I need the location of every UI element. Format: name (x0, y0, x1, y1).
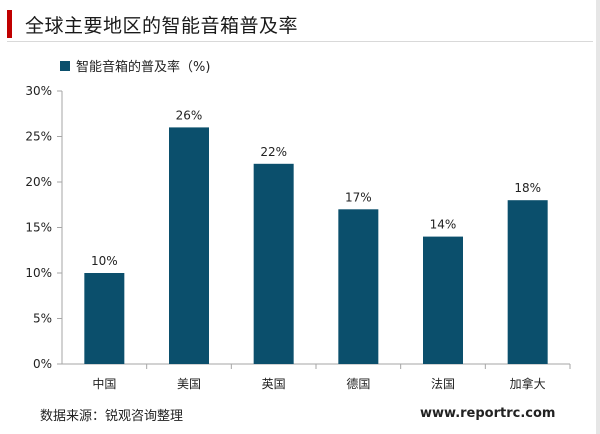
bar (338, 209, 379, 364)
data-label: 10% (91, 254, 118, 268)
legend: 智能音箱的普及率（%) (60, 56, 210, 75)
y-tick-label: 0% (33, 357, 52, 371)
x-tick-label: 法国 (431, 377, 455, 391)
y-tick-label: 5% (33, 312, 52, 326)
source-note: 数据来源：锐观咨询整理 (40, 409, 184, 424)
x-tick-label: 美国 (177, 377, 201, 391)
data-label: 17% (345, 190, 372, 204)
data-label: 18% (514, 181, 541, 195)
legend-swatch (60, 60, 70, 71)
x-tick-label: 加拿大 (510, 376, 546, 391)
bar (253, 163, 294, 364)
title-divider (7, 41, 593, 42)
data-label: 26% (176, 108, 203, 122)
bar (169, 127, 209, 365)
bar (84, 273, 125, 364)
chart-title: 全球主要地区的智能音箱普及率 (25, 15, 299, 37)
title-accent-bar (7, 10, 12, 38)
legend-label: 智能音箱的普及率（%) (76, 60, 211, 75)
y-tick-label: 10% (25, 266, 52, 280)
data-label: 14% (430, 218, 457, 232)
y-tick-label: 30% (25, 84, 52, 98)
x-tick-label: 中国 (92, 376, 116, 391)
page-edge (596, 0, 600, 434)
x-tick-label: 英国 (262, 377, 286, 391)
y-tick-label: 25% (25, 130, 52, 144)
website-link[interactable]: www.reportrc.com (420, 406, 556, 421)
x-tick-label: 德国 (346, 376, 370, 391)
y-tick-label: 15% (25, 221, 52, 235)
y-tick-label: 20% (25, 175, 52, 189)
bar (423, 236, 463, 364)
data-label: 22% (260, 145, 287, 159)
bar (507, 200, 548, 364)
